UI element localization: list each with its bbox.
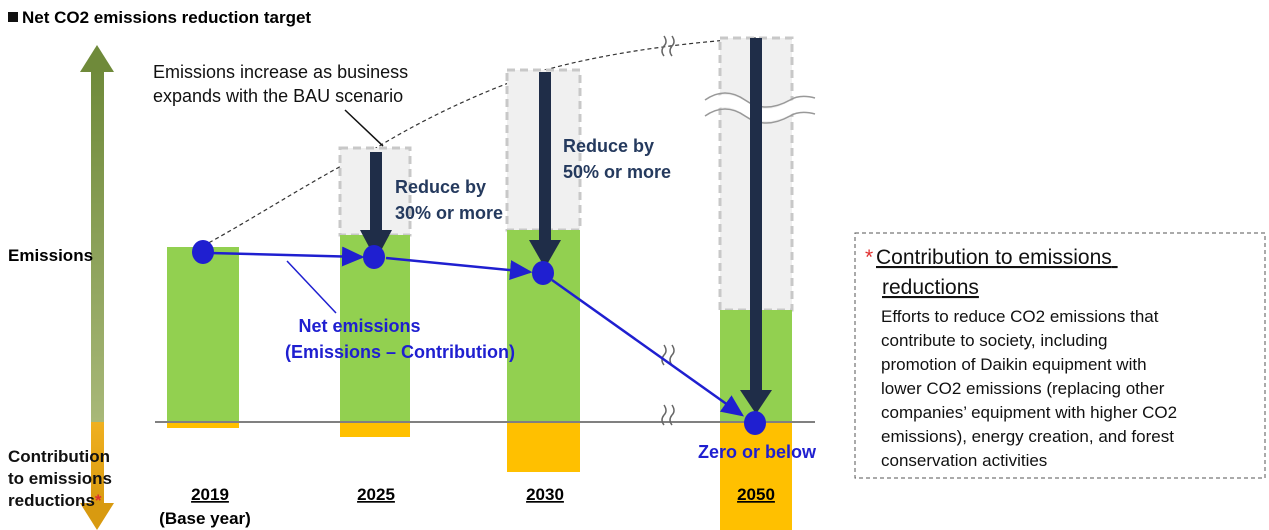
text-line: *	[95, 491, 102, 510]
text-line: Efforts to reduce CO2 emissions that	[881, 307, 1159, 326]
reduction-arrows	[360, 38, 772, 414]
emissions-label: Emissions	[8, 246, 93, 265]
reduce-2030: Reduce by 50% or more	[563, 136, 671, 182]
note-box	[854, 232, 1266, 479]
text-line: (Emissions – Contribution)	[285, 342, 515, 362]
note-title: Contribution to emissions reductions	[876, 246, 1118, 299]
title-bullet	[8, 12, 18, 22]
text-line: Reduce by	[395, 177, 486, 197]
net-points	[192, 240, 766, 435]
year-labels: 2019 2025 2030 2050	[191, 485, 775, 504]
text-line: promotion of Daikin equipment with	[881, 355, 1147, 374]
year: 2025	[357, 485, 395, 504]
text-line: contribute to society, including	[881, 331, 1107, 350]
text-line: to emissions	[8, 469, 112, 488]
text-line: expands with the BAU scenario	[153, 86, 403, 106]
text-line: Contribution	[8, 447, 110, 466]
text-line: companies’ equipment with higher CO2	[881, 403, 1177, 422]
bau-pointer	[344, 109, 384, 147]
text-line: conservation activities	[881, 451, 1047, 470]
text-line: Emissions increase as business	[153, 62, 408, 82]
year: 2030	[526, 485, 564, 504]
text-line: lower CO2 emissions (replacing other	[881, 379, 1165, 398]
text-line: emissions), energy creation, and forest	[881, 427, 1174, 446]
text-line: 50% or more	[563, 162, 671, 182]
text-line: 30% or more	[395, 203, 503, 223]
reduce-2025: Reduce by 30% or more	[395, 177, 503, 223]
text-line: reductions	[882, 276, 979, 299]
year: 2019	[191, 485, 229, 504]
axis-arrow	[80, 45, 114, 530]
break-marks	[661, 35, 817, 426]
text-line: Reduce by	[563, 136, 654, 156]
bau-curve	[202, 37, 757, 247]
note-asterisk: *	[865, 246, 873, 269]
base-year: (Base year)	[159, 509, 251, 528]
contribution-label: Contribution to emissions reductions*	[8, 447, 117, 510]
year: 2050	[737, 485, 775, 504]
text-line: reductions	[8, 491, 95, 510]
net-path	[209, 246, 745, 417]
zero-label: Zero or below	[698, 442, 817, 462]
text-line: Net emissions	[298, 316, 420, 336]
title: Net CO2 emissions reduction target	[22, 8, 311, 27]
text-line: Contribution to emissions	[876, 246, 1112, 269]
net-pointer	[286, 260, 337, 314]
net-emissions-label: Net emissions (Emissions – Contribution)	[285, 316, 515, 362]
bau-label: Emissions increase as business expands w…	[153, 62, 413, 106]
note-body: Efforts to reduce CO2 emissions that con…	[881, 307, 1182, 470]
